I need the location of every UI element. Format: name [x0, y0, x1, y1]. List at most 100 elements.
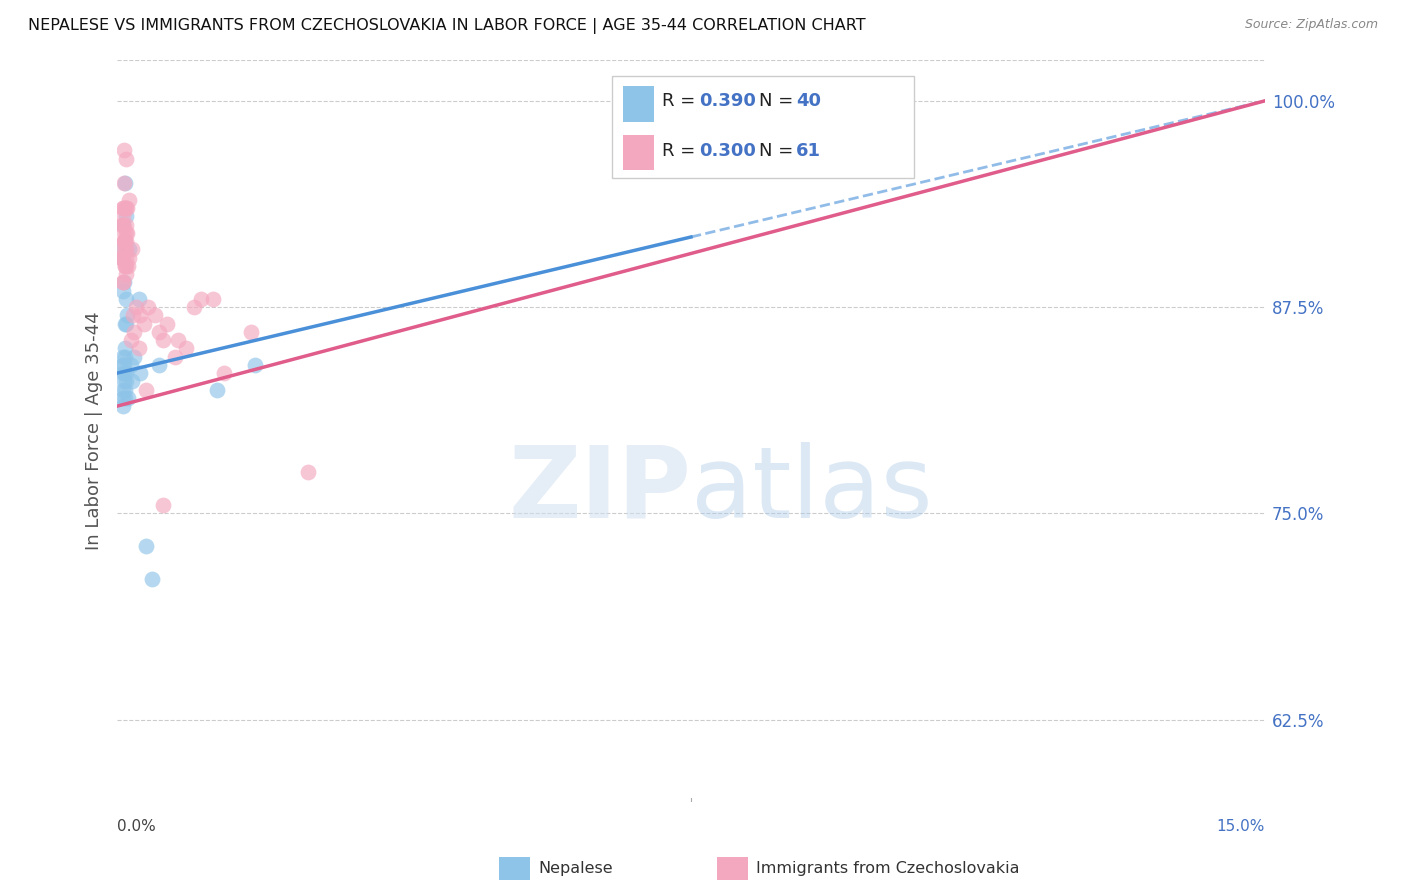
- Point: [156, 317, 179, 331]
- Point: [136, 300, 159, 314]
- Point: [114, 366, 136, 380]
- Point: [111, 218, 134, 232]
- Point: [128, 292, 150, 306]
- Point: [114, 177, 136, 191]
- Text: Immigrants from Czechoslovakia: Immigrants from Czechoslovakia: [756, 862, 1019, 876]
- Point: [122, 309, 145, 323]
- Point: [114, 243, 136, 257]
- Point: [152, 498, 174, 512]
- Text: ZIP: ZIP: [508, 442, 690, 539]
- Text: atlas: atlas: [690, 442, 932, 539]
- Point: [112, 226, 135, 240]
- Point: [111, 391, 134, 405]
- Point: [112, 366, 135, 380]
- Point: [111, 251, 134, 265]
- Point: [114, 383, 136, 397]
- Point: [856, 94, 879, 108]
- Point: [115, 259, 138, 273]
- Point: [114, 375, 136, 389]
- Text: 0.300: 0.300: [699, 142, 755, 160]
- Point: [114, 259, 136, 273]
- Point: [114, 243, 136, 257]
- Text: 61: 61: [796, 142, 821, 160]
- Point: [112, 144, 135, 158]
- Text: 40: 40: [796, 93, 821, 111]
- Point: [115, 226, 138, 240]
- Text: R =: R =: [662, 142, 702, 160]
- Point: [112, 218, 135, 232]
- Point: [152, 333, 174, 347]
- Point: [114, 391, 136, 405]
- Point: [297, 465, 319, 479]
- Point: [112, 243, 135, 257]
- Point: [114, 259, 136, 273]
- Point: [128, 342, 150, 356]
- Point: [115, 218, 138, 232]
- Point: [120, 358, 142, 372]
- Point: [122, 325, 145, 339]
- Point: [121, 375, 143, 389]
- Text: 0.390: 0.390: [699, 93, 755, 111]
- Point: [163, 350, 186, 364]
- Point: [110, 243, 132, 257]
- Point: [190, 292, 212, 306]
- Point: [114, 267, 136, 281]
- Point: [243, 358, 266, 372]
- Point: [183, 300, 205, 314]
- Point: [112, 383, 135, 397]
- Point: [115, 309, 138, 323]
- Point: [129, 366, 152, 380]
- Text: N =: N =: [759, 93, 799, 111]
- Point: [114, 342, 136, 356]
- Point: [111, 350, 134, 364]
- Point: [112, 177, 135, 191]
- Point: [214, 366, 236, 380]
- Point: [118, 251, 141, 265]
- Point: [129, 309, 152, 323]
- Point: [111, 201, 134, 215]
- Point: [111, 251, 134, 265]
- Point: [115, 234, 138, 248]
- Point: [114, 251, 136, 265]
- Point: [112, 276, 135, 290]
- Point: [114, 201, 136, 215]
- Point: [112, 375, 135, 389]
- Point: [141, 573, 163, 587]
- Text: 15.0%: 15.0%: [1216, 819, 1265, 834]
- Text: R =: R =: [662, 93, 702, 111]
- Point: [114, 350, 136, 364]
- Point: [122, 350, 145, 364]
- Point: [114, 292, 136, 306]
- Y-axis label: In Labor Force | Age 35-44: In Labor Force | Age 35-44: [86, 311, 103, 550]
- Point: [114, 234, 136, 248]
- Point: [148, 325, 170, 339]
- Point: [174, 342, 197, 356]
- Text: Source: ZipAtlas.com: Source: ZipAtlas.com: [1244, 18, 1378, 31]
- Point: [111, 399, 134, 413]
- Point: [135, 540, 157, 554]
- Point: [118, 243, 141, 257]
- Point: [118, 193, 141, 207]
- Point: [201, 292, 224, 306]
- Point: [114, 201, 136, 215]
- Point: [112, 234, 135, 248]
- Point: [125, 300, 148, 314]
- Point: [120, 333, 142, 347]
- Point: [112, 276, 135, 290]
- Point: [112, 358, 135, 372]
- Text: Nepalese: Nepalese: [538, 862, 613, 876]
- Point: [205, 383, 228, 397]
- Point: [117, 391, 139, 405]
- Point: [112, 210, 135, 224]
- Point: [117, 259, 139, 273]
- Text: 0.0%: 0.0%: [117, 819, 156, 834]
- Point: [112, 218, 135, 232]
- Text: N =: N =: [759, 142, 799, 160]
- Point: [111, 251, 134, 265]
- Point: [112, 201, 135, 215]
- Point: [115, 317, 138, 331]
- Point: [135, 383, 157, 397]
- Point: [112, 234, 135, 248]
- Point: [112, 358, 135, 372]
- Point: [145, 309, 167, 323]
